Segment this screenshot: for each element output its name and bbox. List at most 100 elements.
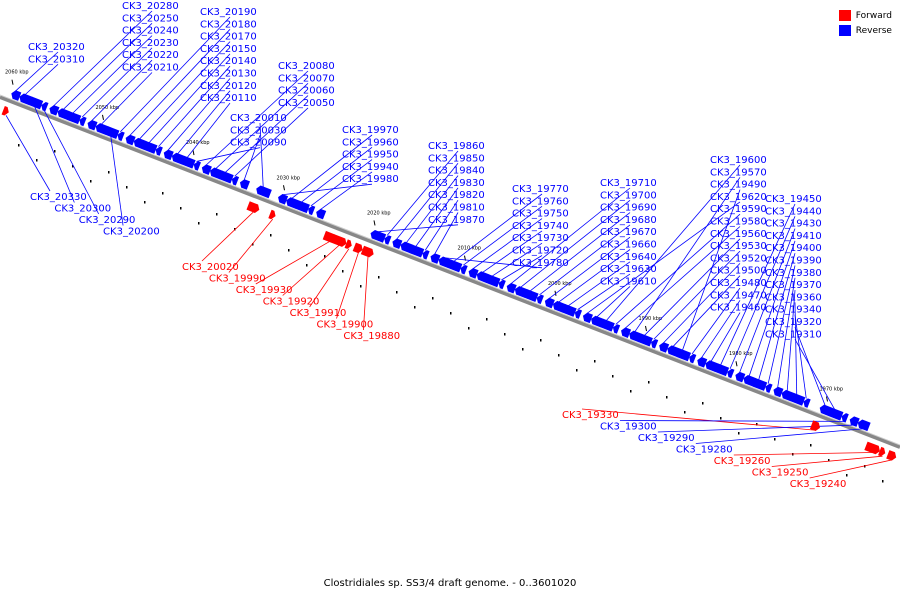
- leader-line: [520, 199, 631, 288]
- leader-line: [615, 213, 741, 325]
- leader-line: [539, 224, 631, 296]
- tick-label: 2040 kbp: [186, 140, 210, 146]
- gene-arrow: [697, 357, 708, 368]
- leader-line: [581, 408, 816, 431]
- gene-arrow: [79, 116, 87, 127]
- gene-arrow: [864, 441, 880, 455]
- gene-label: CK3_20170: [200, 32, 257, 43]
- gene-arrow-shape: [561, 304, 577, 317]
- gene-arrow-shape: [735, 371, 746, 383]
- gene-arrow: [163, 149, 174, 161]
- gene-arrow: [460, 264, 468, 275]
- gene-arrow-shape: [1, 106, 9, 116]
- gene-arrow-shape: [498, 279, 506, 290]
- gene-arrow-shape: [79, 116, 87, 127]
- gene-arrow-shape: [239, 179, 250, 190]
- leader-line: [255, 240, 331, 285]
- gene-arrow: [392, 238, 403, 250]
- gene-arrow-shape: [294, 200, 310, 214]
- tick-mark: [192, 149, 195, 156]
- gene-label: CK3_19320: [765, 317, 822, 328]
- gene-label: CK3_20090: [230, 138, 287, 149]
- gene-arrow-shape: [446, 259, 463, 273]
- leader-line: [739, 228, 796, 373]
- gene-label: CK3_19370: [765, 280, 822, 291]
- gene-label: CK3_19820: [428, 190, 485, 201]
- gene-arrow: [87, 119, 98, 131]
- gene-label: CK3_19570: [710, 167, 767, 178]
- gene-label: CK3_19400: [765, 243, 822, 254]
- gene-label: CK3_19430: [765, 219, 822, 230]
- gene-arrow: [141, 141, 158, 154]
- scale-guide-mark: [54, 150, 56, 153]
- gene-arrow-shape: [11, 90, 22, 101]
- leader-line: [695, 428, 864, 444]
- leader-line: [634, 177, 741, 333]
- gene-label: CK3_19610: [600, 276, 657, 287]
- gene-label: CK3_20240: [122, 26, 179, 37]
- legend-reverse: Reverse: [838, 23, 892, 38]
- tick-mark: [645, 325, 647, 332]
- scale-guide-mark: [306, 264, 308, 267]
- tick-label: 1990 kbp: [639, 316, 663, 322]
- leader-line: [794, 339, 836, 410]
- leader-lines-layer: [5, 10, 893, 479]
- tick-mark: [283, 185, 285, 191]
- leader-line: [320, 171, 373, 210]
- gene-arrow-shape: [65, 111, 82, 125]
- gene-arrow: [103, 126, 120, 139]
- scale-guide-mark: [216, 213, 218, 216]
- gene-label: CK3_19740: [512, 221, 569, 232]
- scale-guide-mark: [810, 444, 812, 447]
- gene-arrow-shape: [789, 393, 806, 406]
- leader-line: [201, 211, 254, 262]
- gene-label: CK3_19630: [600, 264, 657, 275]
- tick-label: 1970 kbp: [820, 386, 844, 392]
- gene-label: CK3_19750: [512, 209, 569, 220]
- gene-arrow: [713, 363, 730, 377]
- leader-line: [291, 134, 373, 199]
- scale-guide-mark: [612, 375, 614, 378]
- tick-layer: 2060 kbp 2050 kbp 2040 kbp 2030 kbp 2020 kbp…: [5, 70, 884, 483]
- scale-guide-mark: [252, 243, 254, 246]
- leader-line: [794, 314, 807, 399]
- gene-label: CK3_19990: [209, 274, 266, 285]
- scale-guide-mark: [594, 360, 596, 363]
- leader-line: [5, 115, 51, 192]
- leader-line: [139, 41, 231, 140]
- scale-guide-mark: [162, 192, 164, 195]
- gene-arrow-shape: [574, 309, 583, 319]
- gene-arrow-shape: [651, 339, 659, 349]
- gene-label: CK3_19280: [676, 445, 733, 456]
- scale-guide-mark: [72, 165, 74, 168]
- gene-arrow-shape: [268, 209, 276, 220]
- gene-arrow: [574, 309, 583, 319]
- leader-line: [767, 265, 796, 384]
- gene-label: CK3_19830: [428, 178, 485, 189]
- scale-guide-mark: [180, 207, 182, 210]
- gene-arrow: [841, 413, 849, 423]
- gene-label: CK3_20330: [30, 192, 87, 203]
- scale-guide-mark: [882, 480, 884, 483]
- gene-arrow: [360, 245, 374, 258]
- scale-guide-mark: [504, 333, 506, 336]
- gene-label: CK3_19970: [342, 125, 399, 136]
- gene-arrow-shape: [163, 149, 174, 161]
- gene-label: CK3_19950: [342, 150, 399, 161]
- leader-line: [148, 53, 231, 144]
- scale-guide-mark: [738, 432, 740, 435]
- gene-arrow: [809, 420, 820, 431]
- leader-line: [463, 205, 543, 266]
- gene-arrow-shape: [218, 170, 234, 184]
- scale-guide-mark: [378, 276, 380, 279]
- gene-arrow: [408, 244, 425, 258]
- scale-guide-mark: [846, 474, 848, 477]
- gene-label: CK3_20190: [200, 7, 257, 18]
- leader-line: [259, 122, 264, 188]
- figure-caption: Clostridiales sp. SS3/4 draft genome. - …: [323, 578, 577, 589]
- legend-reverse-label: Reverse: [855, 25, 892, 36]
- gene-arrow-shape: [697, 357, 708, 368]
- tick-label: 2030 kbp: [277, 175, 301, 181]
- gene-arrow-shape: [536, 294, 544, 305]
